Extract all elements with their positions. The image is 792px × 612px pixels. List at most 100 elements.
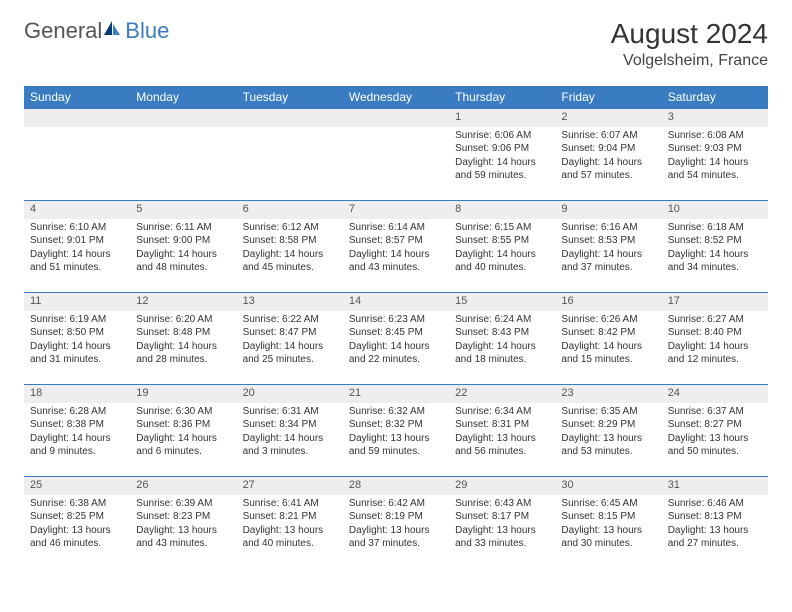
day-content-cell: Sunrise: 6:35 AMSunset: 8:29 PMDaylight:…	[555, 403, 661, 477]
sunrise-text: Sunrise: 6:22 AM	[243, 313, 337, 327]
day-number-cell: 13	[237, 293, 343, 311]
day-number-cell: 27	[237, 477, 343, 495]
day-details: Sunrise: 6:19 AMSunset: 8:50 PMDaylight:…	[24, 311, 130, 371]
day-number-cell: 26	[130, 477, 236, 495]
sunset-text: Sunset: 8:43 PM	[455, 326, 549, 340]
daylight-text: Daylight: 14 hours and 6 minutes.	[136, 432, 230, 459]
day-content-cell	[343, 127, 449, 201]
day-content-cell: Sunrise: 6:08 AMSunset: 9:03 PMDaylight:…	[662, 127, 768, 201]
day-content-cell: Sunrise: 6:31 AMSunset: 8:34 PMDaylight:…	[237, 403, 343, 477]
day-number-cell: 31	[662, 477, 768, 495]
sunset-text: Sunset: 9:06 PM	[455, 142, 549, 156]
calendar-table: SundayMondayTuesdayWednesdayThursdayFrid…	[24, 86, 768, 569]
daylight-text: Daylight: 13 hours and 37 minutes.	[349, 524, 443, 551]
sunset-text: Sunset: 8:50 PM	[30, 326, 124, 340]
day-details: Sunrise: 6:32 AMSunset: 8:32 PMDaylight:…	[343, 403, 449, 463]
day-content-cell: Sunrise: 6:28 AMSunset: 8:38 PMDaylight:…	[24, 403, 130, 477]
day-details: Sunrise: 6:20 AMSunset: 8:48 PMDaylight:…	[130, 311, 236, 371]
sunrise-text: Sunrise: 6:37 AM	[668, 405, 762, 419]
logo-sail-icon	[102, 19, 122, 44]
daylight-text: Daylight: 14 hours and 54 minutes.	[668, 156, 762, 183]
sunrise-text: Sunrise: 6:16 AM	[561, 221, 655, 235]
daylight-text: Daylight: 14 hours and 18 minutes.	[455, 340, 549, 367]
day-number-cell: 5	[130, 201, 236, 219]
sunset-text: Sunset: 8:27 PM	[668, 418, 762, 432]
sunset-text: Sunset: 8:55 PM	[455, 234, 549, 248]
day-number-cell: 28	[343, 477, 449, 495]
sunset-text: Sunset: 8:58 PM	[243, 234, 337, 248]
sunset-text: Sunset: 8:48 PM	[136, 326, 230, 340]
day-number-cell: 25	[24, 477, 130, 495]
sunrise-text: Sunrise: 6:11 AM	[136, 221, 230, 235]
day-content-cell: Sunrise: 6:16 AMSunset: 8:53 PMDaylight:…	[555, 219, 661, 293]
day-content-cell: Sunrise: 6:34 AMSunset: 8:31 PMDaylight:…	[449, 403, 555, 477]
day-content-cell: Sunrise: 6:42 AMSunset: 8:19 PMDaylight:…	[343, 495, 449, 569]
sunset-text: Sunset: 8:31 PM	[455, 418, 549, 432]
day-details: Sunrise: 6:27 AMSunset: 8:40 PMDaylight:…	[662, 311, 768, 371]
sunrise-text: Sunrise: 6:08 AM	[668, 129, 762, 143]
day-content-row: Sunrise: 6:19 AMSunset: 8:50 PMDaylight:…	[24, 311, 768, 385]
sunset-text: Sunset: 8:40 PM	[668, 326, 762, 340]
sunset-text: Sunset: 8:17 PM	[455, 510, 549, 524]
day-content-cell: Sunrise: 6:30 AMSunset: 8:36 PMDaylight:…	[130, 403, 236, 477]
sunset-text: Sunset: 8:21 PM	[243, 510, 337, 524]
sunrise-text: Sunrise: 6:38 AM	[30, 497, 124, 511]
weekday-header: Tuesday	[237, 86, 343, 109]
daylight-text: Daylight: 13 hours and 40 minutes.	[243, 524, 337, 551]
sunrise-text: Sunrise: 6:14 AM	[349, 221, 443, 235]
sunset-text: Sunset: 8:19 PM	[349, 510, 443, 524]
sunset-text: Sunset: 9:00 PM	[136, 234, 230, 248]
day-details: Sunrise: 6:28 AMSunset: 8:38 PMDaylight:…	[24, 403, 130, 463]
day-number-cell: 2	[555, 109, 661, 127]
brand-blue: Blue	[125, 18, 169, 44]
daylight-text: Daylight: 14 hours and 57 minutes.	[561, 156, 655, 183]
calendar-body: 123Sunrise: 6:06 AMSunset: 9:06 PMDaylig…	[24, 109, 768, 569]
day-content-cell: Sunrise: 6:46 AMSunset: 8:13 PMDaylight:…	[662, 495, 768, 569]
sunset-text: Sunset: 8:29 PM	[561, 418, 655, 432]
sunrise-text: Sunrise: 6:32 AM	[349, 405, 443, 419]
day-content-cell: Sunrise: 6:26 AMSunset: 8:42 PMDaylight:…	[555, 311, 661, 385]
sunrise-text: Sunrise: 6:30 AM	[136, 405, 230, 419]
day-number-cell: 21	[343, 385, 449, 403]
daylight-text: Daylight: 14 hours and 12 minutes.	[668, 340, 762, 367]
day-details: Sunrise: 6:16 AMSunset: 8:53 PMDaylight:…	[555, 219, 661, 279]
sunrise-text: Sunrise: 6:06 AM	[455, 129, 549, 143]
brand-general: General	[24, 18, 102, 44]
day-details: Sunrise: 6:24 AMSunset: 8:43 PMDaylight:…	[449, 311, 555, 371]
day-number-cell: 18	[24, 385, 130, 403]
day-content-cell	[237, 127, 343, 201]
sunrise-text: Sunrise: 6:20 AM	[136, 313, 230, 327]
day-number-cell: 15	[449, 293, 555, 311]
day-number-cell: 19	[130, 385, 236, 403]
weekday-header: Thursday	[449, 86, 555, 109]
day-content-cell: Sunrise: 6:37 AMSunset: 8:27 PMDaylight:…	[662, 403, 768, 477]
day-content-cell: Sunrise: 6:07 AMSunset: 9:04 PMDaylight:…	[555, 127, 661, 201]
day-number-cell: 20	[237, 385, 343, 403]
sunset-text: Sunset: 8:53 PM	[561, 234, 655, 248]
weekday-header: Wednesday	[343, 86, 449, 109]
day-details: Sunrise: 6:15 AMSunset: 8:55 PMDaylight:…	[449, 219, 555, 279]
daylight-text: Daylight: 14 hours and 59 minutes.	[455, 156, 549, 183]
day-details: Sunrise: 6:06 AMSunset: 9:06 PMDaylight:…	[449, 127, 555, 187]
day-number-cell	[130, 109, 236, 127]
day-content-cell: Sunrise: 6:20 AMSunset: 8:48 PMDaylight:…	[130, 311, 236, 385]
sunrise-text: Sunrise: 6:26 AM	[561, 313, 655, 327]
sunrise-text: Sunrise: 6:24 AM	[455, 313, 549, 327]
daylight-text: Daylight: 14 hours and 28 minutes.	[136, 340, 230, 367]
day-number-cell: 14	[343, 293, 449, 311]
daylight-text: Daylight: 14 hours and 9 minutes.	[30, 432, 124, 459]
day-content-cell: Sunrise: 6:23 AMSunset: 8:45 PMDaylight:…	[343, 311, 449, 385]
day-content-cell: Sunrise: 6:45 AMSunset: 8:15 PMDaylight:…	[555, 495, 661, 569]
day-details: Sunrise: 6:35 AMSunset: 8:29 PMDaylight:…	[555, 403, 661, 463]
day-number-cell: 3	[662, 109, 768, 127]
weekday-header: Monday	[130, 86, 236, 109]
sunset-text: Sunset: 8:52 PM	[668, 234, 762, 248]
day-number-cell: 16	[555, 293, 661, 311]
daylight-text: Daylight: 14 hours and 37 minutes.	[561, 248, 655, 275]
day-details: Sunrise: 6:38 AMSunset: 8:25 PMDaylight:…	[24, 495, 130, 555]
daylight-text: Daylight: 13 hours and 46 minutes.	[30, 524, 124, 551]
day-number-row: 11121314151617	[24, 293, 768, 311]
day-content-cell: Sunrise: 6:38 AMSunset: 8:25 PMDaylight:…	[24, 495, 130, 569]
day-number-cell: 29	[449, 477, 555, 495]
title-block: August 2024 Volgelsheim, France	[611, 18, 768, 70]
